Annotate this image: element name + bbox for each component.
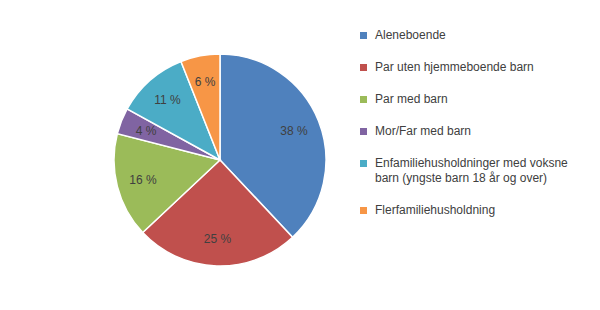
html-text:Enfamiliehusholdninger med vok: Enfamiliehusholdninger med voksne barn (… — [375, 156, 568, 185]
html-text:Flerfamiliehusholdning: Flerfamiliehusholdning — [375, 203, 496, 217]
svg-text:25 %: 25 % — [204, 232, 232, 246]
html-text:Mor/Far med barn: Mor/Far med barn — [375, 124, 471, 138]
svg-text:4 %: 4 % — [136, 124, 157, 138]
html-text:Aleneboende: Aleneboende — [375, 28, 446, 42]
html-text:Par uten hjemmeboende barn: Par uten hjemmeboende barn — [375, 60, 534, 74]
html-text:Par med barn: Par med barn — [375, 92, 448, 106]
svg-text:38 %: 38 % — [280, 124, 308, 138]
svg-text:6 %: 6 % — [195, 75, 216, 89]
svg-text:11 %: 11 % — [154, 93, 181, 107]
svg-text:16 %: 16 % — [129, 173, 157, 187]
